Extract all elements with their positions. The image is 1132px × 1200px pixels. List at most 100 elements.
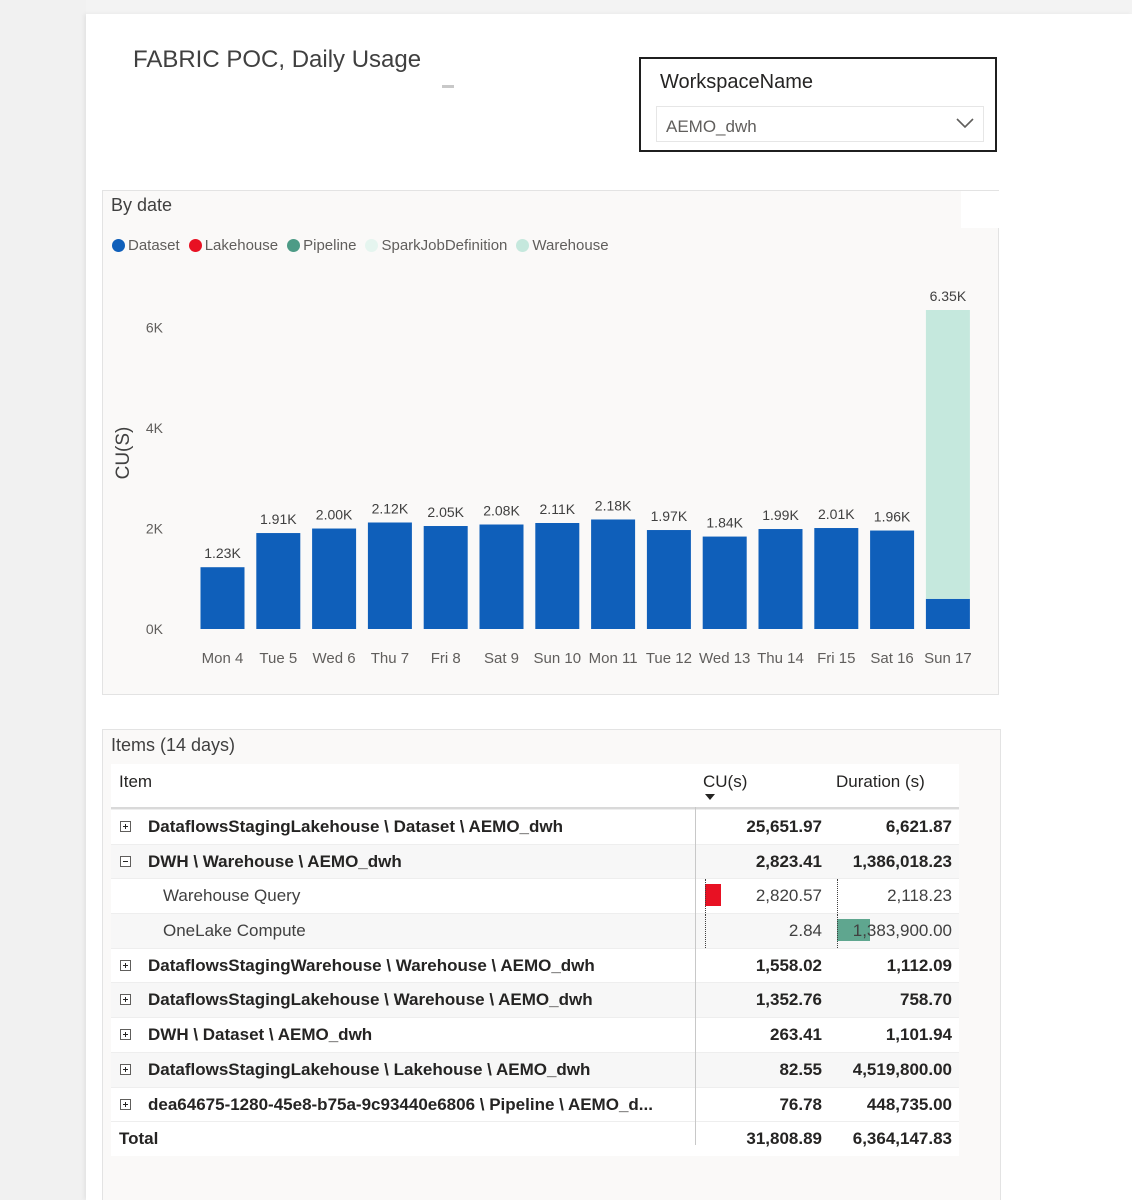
table-child-row[interactable]: Warehouse Query 2,820.57 2,118.23 [111,878,959,914]
table-row[interactable]: DWH \ Warehouse \ AEMO_dwh 2,823.41 1,386,… [111,843,959,879]
bar-dataset [870,530,915,629]
cell-duration: 4,519,800.00 [852,1059,952,1079]
bar-warehouse [925,310,970,599]
collapse-icon[interactable] [120,855,131,867]
page-title: FABRIC POC, Daily Usage [133,46,422,73]
total-cu: 31,808.89 [746,1129,822,1149]
legend-label: Pipeline [303,237,357,254]
title-decoration [442,85,454,88]
cell-duration: 448,735.00 [866,1094,952,1114]
bar-dataset [646,530,691,629]
bar-dataset [702,536,747,629]
items-matrix: Item CU(s) Duration (s) DataflowsStaging… [111,764,959,1156]
cell-duration: 1,386,018.23 [852,851,952,871]
table-title: Items (14 days) [111,735,236,755]
x-tick-label: Sat 16 [870,650,913,667]
table-row[interactable]: DataflowsStagingLakehouse \ Lakehouse \ … [111,1051,959,1087]
cell-cu: 25,651.97 [746,817,822,836]
cell-item: DataflowsStagingLakehouse \ Warehouse \ … [148,990,593,1010]
data-label: 2.08K [483,503,520,519]
table-header-row: Item CU(s) Duration (s) [111,764,959,809]
table-body: DataflowsStagingLakehouse \ Dataset \ AE… [111,809,959,1156]
cell-item: Warehouse Query [163,886,301,906]
legend-item-pipeline[interactable]: Pipeline [287,237,356,254]
data-label: 1.99K [762,507,799,523]
cell-item: OneLake Compute [163,921,306,941]
column-header-item[interactable]: Item [119,772,153,791]
cell-cu: 1,558.02 [755,955,822,975]
cell-item: DataflowsStagingWarehouse \ Warehouse \ … [148,955,595,975]
bar-dataset [423,526,468,629]
table-row[interactable]: DataflowsStagingLakehouse \ Warehouse \ … [111,982,959,1018]
visual-header-area [961,191,999,228]
expand-icon[interactable] [120,1063,131,1075]
expand-icon[interactable] [120,959,131,971]
expand-icon[interactable] [120,994,131,1006]
bar-dataset [200,567,245,629]
legend-item-warehouse[interactable]: Warehouse [516,237,609,254]
cell-duration: 2,118.23 [887,886,952,906]
table-row[interactable]: DataflowsStagingWarehouse \ Warehouse \ … [111,947,959,983]
workspace-dropdown[interactable]: AEMO_dwh [656,106,984,142]
duration-databar [837,919,870,942]
cell-duration: 758.70 [900,990,952,1010]
x-tick-label: Thu 14 [757,650,804,667]
cell-cu: 2,820.57 [755,886,822,906]
chart-title: By date [111,195,173,215]
cell-item: DWH \ Warehouse \ AEMO_dwh [148,851,402,871]
top-band [0,0,1132,14]
cell-item: DWH \ Dataset \ AEMO_dwh [148,1025,373,1045]
bar-dataset [367,522,412,629]
legend-item-lakehouse[interactable]: Lakehouse [188,237,278,254]
legend-marker [112,239,125,252]
expand-icon[interactable] [120,1098,131,1110]
x-tick-label: Tue 5 [259,650,297,667]
y-tick-label: 0K [146,621,164,637]
x-tick-label: Mon 11 [589,650,638,667]
expand-icon[interactable] [120,1029,131,1041]
table-child-row[interactable]: OneLake Compute 2.84 1,383,900.00 [111,913,959,949]
items-table-visual: Items (14 days) Item CU(s) Duration (s) … [102,729,1001,1200]
column-header-duration[interactable]: Duration (s) [836,772,925,791]
x-tick-label: Fri 8 [431,650,461,667]
data-label: 2.05K [427,504,464,520]
databar-axis [837,879,838,914]
cell-duration: 1,101.94 [885,1025,952,1045]
legend-label: SparkJobDefinition [381,237,508,254]
data-label: 1.84K [706,515,743,531]
data-label: 2.00K [316,507,353,523]
cell-duration: 6,621.87 [885,817,952,836]
bar-dataset [814,528,859,629]
table-row[interactable]: DataflowsStagingLakehouse \ Dataset \ AE… [111,809,959,844]
cell-item: DataflowsStagingLakehouse \ Lakehouse \ … [148,1059,591,1079]
total-duration: 6,364,147.83 [852,1129,952,1149]
cell-duration: 1,112.09 [886,955,952,975]
legend-marker [188,239,202,252]
legend-item-dataset[interactable]: Dataset [112,237,180,254]
expand-icon[interactable] [120,821,131,832]
bar-dataset [758,529,803,629]
column-header-cu[interactable]: CU(s) [703,772,748,791]
cu-databar [705,884,721,907]
table-total-row: Total 31,808.89 6,364,147.83 [111,1121,959,1156]
legend-label: Dataset [128,237,180,254]
legend-item-sparkjobdefinition[interactable]: SparkJobDefinition [365,237,507,254]
databar-axis [837,914,838,949]
x-tick-label: Sat 9 [484,650,519,667]
bar-dataset [591,519,636,629]
table-row[interactable]: dea64675-1280-45e8-b75a-9c93440e6806 \ P… [111,1086,959,1122]
legend-label: Warehouse [532,237,609,254]
sort-descending-icon [705,794,715,800]
x-tick-label: Mon 4 [202,650,244,667]
cell-cu: 1,352.76 [755,990,822,1010]
data-label: 1.91K [260,511,297,527]
cell-cu: 82.55 [779,1059,822,1079]
data-label: 1.97K [651,508,688,524]
data-label: 1.96K [874,509,911,525]
table-row[interactable]: DWH \ Dataset \ AEMO_dwh 263.41 1,101.94 [111,1017,959,1052]
x-tick-label: Sun 10 [534,650,582,667]
cell-cu: 76.78 [779,1094,822,1114]
databar-axis [705,914,706,949]
legend-marker [365,239,379,252]
chevron-down-icon [956,118,974,129]
